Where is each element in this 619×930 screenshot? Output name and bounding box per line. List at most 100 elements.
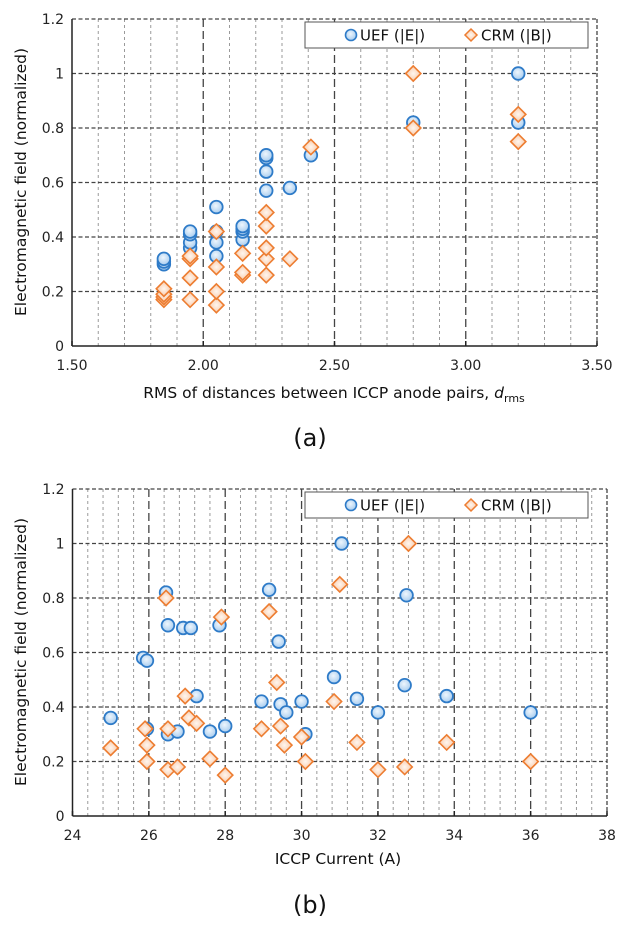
crm-point [404, 64, 422, 83]
uef-point [334, 536, 349, 551]
crm-point [168, 758, 187, 776]
axes-a [71, 19, 598, 347]
crm-point [176, 687, 194, 705]
crm-point [331, 575, 349, 594]
legend-label-crm: CRM (|B|) [481, 497, 552, 515]
y-tick-label: 0.2 [42, 285, 64, 301]
chart-panel-b: 0 0.2 0.4 0.6 0.8 1 1.2 24 26 28 30 32 34 36 38 UEF (… [12, 482, 616, 919]
uef-point [399, 588, 414, 603]
y-tick-label: 0.6 [42, 646, 64, 662]
crm-point [271, 717, 290, 735]
y-tick-label: 1 [56, 537, 65, 553]
crm-point [325, 692, 343, 711]
y-tick-label: 0.4 [42, 230, 64, 246]
legend-diamond-icon [463, 27, 479, 43]
grid-a [72, 18, 598, 346]
axes-b [71, 489, 608, 817]
crm-point [395, 758, 414, 776]
uef-point [183, 620, 199, 636]
crm-point [252, 720, 271, 738]
crm-point [437, 733, 456, 752]
crm-point [296, 752, 315, 771]
uef-point [156, 251, 172, 266]
crm-point [181, 269, 199, 287]
x-tick-label: 2.00 [188, 358, 219, 374]
x-tick-label: 26 [140, 828, 158, 844]
x-tick-labels-a: 1.50 2.00 2.50 3.00 3.50 [56, 358, 612, 374]
uef-point [139, 653, 155, 668]
crm-point [212, 608, 231, 626]
uef-point [218, 718, 233, 734]
crm-point [155, 280, 173, 298]
legend-label-uef: UEF (|E|) [360, 27, 425, 45]
uef-point [259, 164, 274, 179]
y-axis-label-b: Electromagnetic field (normalized) [12, 518, 30, 786]
x-tick-label: 38 [598, 828, 616, 844]
uef-point [279, 705, 294, 720]
x-tick-label: 28 [216, 828, 234, 844]
crm-point [257, 266, 275, 284]
uef-point [294, 694, 309, 709]
uef-point [523, 705, 538, 720]
x-tick-label: 2.50 [319, 358, 350, 374]
uef-point [182, 224, 198, 239]
crm-point [509, 132, 527, 151]
uef-point [259, 148, 274, 163]
crm-point [233, 263, 252, 282]
x-axis-label-a-text: RMS of distances between ICCP anode pair… [143, 384, 494, 402]
crm-point [136, 720, 154, 738]
uef-point [202, 724, 218, 739]
chart-panel-a: 0 0.2 0.4 0.6 0.8 1 1.2 1.50 2.00 2.50 3.00 3.50 U… [12, 12, 613, 452]
crm-point [207, 258, 226, 276]
x-tick-label: 36 [522, 828, 540, 844]
crm-point [521, 752, 540, 771]
caption-b: (b) [293, 891, 327, 919]
crm-point [369, 760, 387, 779]
crm-point [257, 203, 275, 222]
x-tick-labels-b: 24 26 28 30 32 34 36 38 [64, 828, 616, 844]
y-tick-labels-b: 0 0.2 0.4 0.6 0.8 1 1.2 [42, 482, 64, 825]
y-tick-label: 1 [55, 67, 64, 83]
uef-point [160, 618, 176, 633]
y-tick-label: 0 [56, 809, 65, 825]
y-tick-label: 0.6 [42, 176, 64, 192]
uef-point [209, 199, 224, 215]
legend-b: UEF (|E|) CRM (|B|) [304, 491, 589, 519]
crm-point [292, 728, 311, 746]
x-tick-label: 3.50 [581, 358, 612, 374]
x-axis-label-a: RMS of distances between ICCP anode pair… [143, 384, 525, 405]
uef-point [282, 180, 298, 196]
legend-diamond-icon [463, 497, 479, 513]
y-axis-label-a: Electromagnetic field (normalized) [12, 48, 30, 316]
x-tick-label: 3.00 [450, 358, 481, 374]
uef-point [235, 218, 250, 234]
x-axis-label-b: ICCP Current (A) [275, 850, 401, 868]
y-tick-label: 1.2 [42, 12, 64, 28]
crm-point [101, 739, 120, 757]
legend-circle-icon [344, 28, 358, 42]
crm-point [216, 766, 234, 784]
uef-point [349, 691, 365, 707]
crm-point [257, 217, 275, 235]
data-points-a [155, 64, 527, 314]
crm-point [233, 244, 252, 263]
crm-point [260, 602, 278, 621]
x-tick-label: 24 [64, 828, 82, 844]
crm-point [159, 720, 177, 738]
crm-point [268, 673, 286, 692]
crm-point [180, 709, 198, 727]
y-tick-label: 0.2 [42, 755, 64, 771]
crm-point [281, 250, 299, 268]
legend-label-uef: UEF (|E|) [360, 497, 425, 515]
crm-point [302, 138, 320, 156]
x-tick-label: 30 [293, 828, 311, 844]
caption-a: (a) [293, 424, 326, 452]
uef-point [271, 634, 286, 649]
legend-label-crm: CRM (|B|) [481, 27, 552, 45]
uef-point [511, 66, 526, 81]
crm-point [138, 736, 156, 754]
crm-point [157, 589, 175, 607]
crm-point [138, 752, 156, 771]
x-tick-label: 32 [369, 828, 387, 844]
